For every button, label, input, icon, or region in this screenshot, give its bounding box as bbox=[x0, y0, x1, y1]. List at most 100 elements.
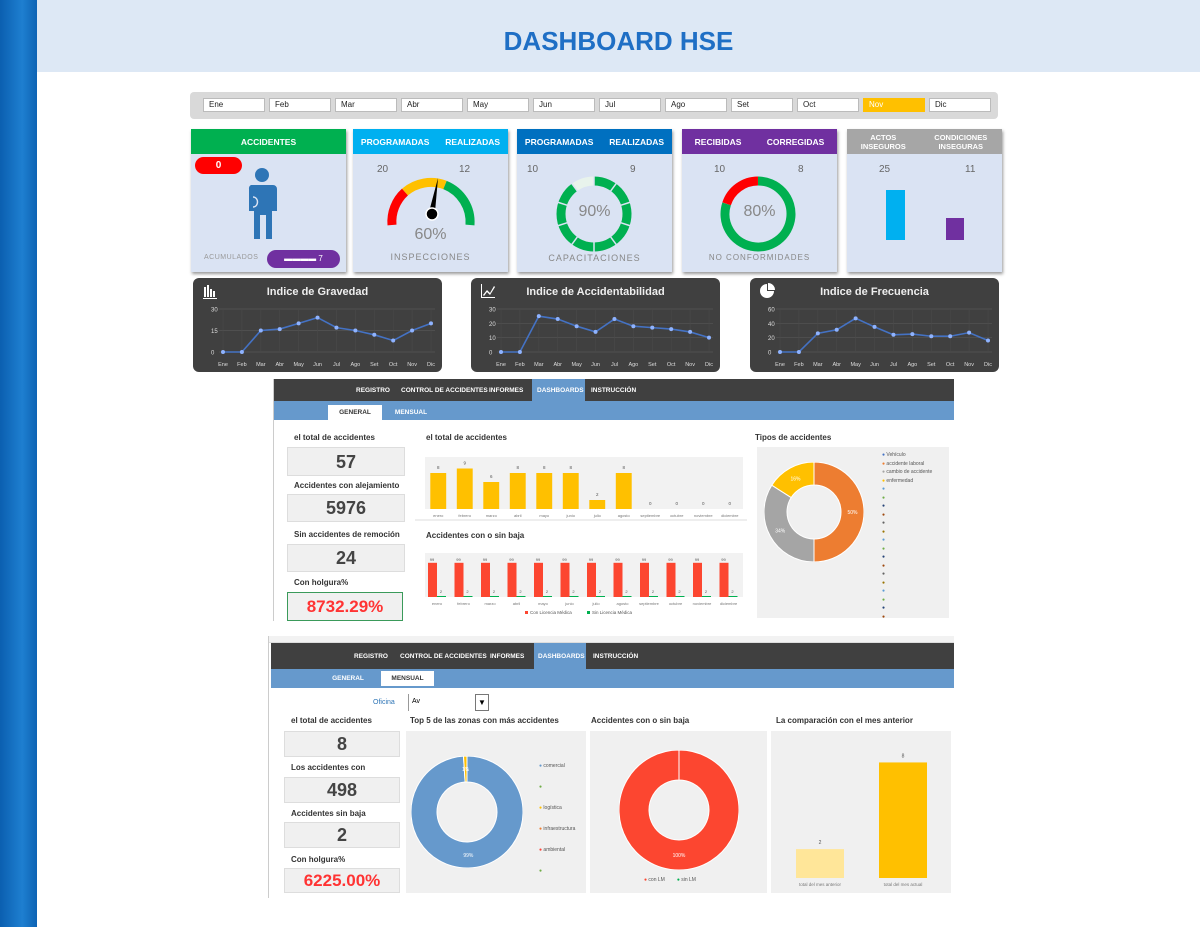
dropdown-arrow-icon[interactable]: ▼ bbox=[475, 694, 489, 711]
x-tick-label: Jun bbox=[313, 362, 322, 368]
nav-dashboards[interactable]: DASHBOARDS bbox=[537, 387, 584, 394]
subtab-general[interactable]: GENERAL bbox=[332, 675, 364, 682]
subtab-mensual[interactable]: MENSUAL bbox=[394, 409, 428, 416]
nav-instruccion[interactable]: INSTRUCCIÓN bbox=[593, 653, 639, 660]
month-button-dic[interactable]: Dic bbox=[929, 98, 991, 112]
x-tick-label: Mar bbox=[256, 362, 266, 368]
nav-registro[interactable]: REGISTRO bbox=[354, 653, 388, 660]
x-tick-label: May bbox=[850, 362, 861, 368]
nav-control-accidentes[interactable]: CONTROL DE ACCIDENTES bbox=[401, 387, 488, 394]
x-tick-label: Jun bbox=[591, 362, 600, 368]
x-tick-label: Jun bbox=[870, 362, 879, 368]
legend-con-sin-baja: ● con LM ● sin LM bbox=[644, 877, 708, 883]
data-label: 8 bbox=[543, 465, 546, 470]
nav-informes[interactable]: INFORMES bbox=[490, 653, 525, 660]
data-point bbox=[315, 315, 320, 320]
data-point bbox=[650, 325, 655, 330]
month-button-nov[interactable]: Nov bbox=[863, 98, 925, 112]
kpi-holgura: 6225.00% bbox=[284, 868, 400, 893]
month-button-oct[interactable]: Oct bbox=[797, 98, 859, 112]
x-tick-label: Mar bbox=[534, 362, 544, 368]
data-point bbox=[891, 332, 896, 337]
month-button-jul[interactable]: Jul bbox=[599, 98, 661, 112]
data-label: 99 bbox=[536, 557, 541, 562]
month-button-set[interactable]: Set bbox=[731, 98, 793, 112]
data-label: 2 bbox=[519, 589, 522, 594]
nav-dashboards[interactable]: DASHBOARDS bbox=[538, 653, 585, 660]
oficina-select[interactable]: Av ▼ bbox=[408, 694, 489, 711]
kpi-sin-baja: 2 bbox=[284, 822, 400, 848]
x-tick-label: total del mes actual bbox=[884, 882, 923, 887]
bar-sin-licencia bbox=[569, 596, 579, 597]
donut-tipos-accidentes: 50% 34% 16% bbox=[764, 462, 864, 562]
data-label: 1% bbox=[462, 767, 470, 773]
data-label: 6 bbox=[490, 474, 493, 479]
chart-title: Indice de Gravedad bbox=[266, 286, 369, 298]
legend-item-empty: ● bbox=[882, 562, 886, 569]
series-line bbox=[501, 315, 710, 353]
x-tick-label: abril bbox=[514, 513, 522, 518]
data-label: 2 bbox=[572, 589, 575, 594]
x-tick-label: Jul bbox=[890, 362, 897, 368]
subtab-general[interactable]: GENERAL bbox=[328, 405, 382, 420]
nav-control-accidentes[interactable]: CONTROL DE ACCIDENTES bbox=[400, 653, 487, 660]
data-label: 99% bbox=[463, 853, 474, 859]
legend-tipos-accidentes: ● Vehículo ● accidente laboral ● cambio de… bbox=[882, 451, 932, 621]
month-button-feb[interactable]: Feb bbox=[269, 98, 331, 112]
line-chart-gravedad: Indice de Gravedad 0 15 30 Ene Feb Mar Abr May Ju… bbox=[193, 278, 442, 372]
card-actos-condiciones: ACTOS INSEGUROS CONDICIONES INSEGURAS 25 … bbox=[847, 129, 1002, 272]
capacitaciones-ring bbox=[556, 176, 632, 252]
month-button-ago[interactable]: Ago bbox=[665, 98, 727, 112]
y-tick-label: 20 bbox=[768, 336, 775, 342]
subtab-mensual[interactable]: MENSUAL bbox=[381, 671, 434, 686]
y-tick-label: 30 bbox=[211, 308, 218, 314]
data-label: 100% bbox=[673, 853, 686, 859]
bar-con-licencia bbox=[640, 562, 649, 597]
chart-title: Indice de Accidentabilidad bbox=[526, 286, 665, 298]
legend-item-empty: ● bbox=[882, 554, 886, 560]
x-tick-label: Jul bbox=[611, 362, 618, 368]
donut-slice bbox=[771, 462, 815, 499]
corregidas-label: CORREGIDAS bbox=[766, 136, 825, 147]
month-button-abr[interactable]: Abr bbox=[401, 98, 463, 112]
x-tick-label: septiembre bbox=[639, 601, 660, 606]
plot-area bbox=[425, 553, 743, 597]
y-tick-label: 40 bbox=[768, 322, 775, 328]
bar-con-licencia bbox=[534, 562, 543, 597]
data-point bbox=[815, 331, 820, 336]
month-button-jun[interactable]: Jun bbox=[533, 98, 595, 112]
inspecciones-gauge bbox=[387, 177, 475, 226]
x-tick-label: Abr bbox=[553, 362, 562, 368]
legend-swatch: ● bbox=[882, 460, 887, 467]
ring-remaining-arc bbox=[722, 176, 759, 206]
ring-segment-divider bbox=[557, 201, 568, 207]
bar-con-licencia bbox=[481, 562, 490, 597]
data-point bbox=[612, 317, 617, 322]
bar-con-licencia bbox=[428, 562, 437, 597]
data-label: 99 bbox=[483, 557, 488, 562]
nav-informes[interactable]: INFORMES bbox=[489, 387, 524, 394]
plot-area bbox=[425, 457, 743, 509]
nav-registro[interactable]: REGISTRO bbox=[356, 387, 390, 394]
legend-swatch: ● bbox=[676, 877, 682, 883]
bar-chart-total-accidentes: 8 enero 9 febrero 6 marzo 8 abril 8 mayo 8 junio 2 ju… bbox=[415, 447, 747, 521]
data-label: 0 bbox=[728, 501, 731, 506]
y-tick-label: 30 bbox=[489, 308, 496, 314]
x-tick-label: octubre bbox=[669, 601, 683, 606]
column-header-strip bbox=[269, 636, 954, 643]
legend-swatch: ● bbox=[539, 847, 544, 853]
month-button-ene[interactable]: Ene bbox=[203, 98, 265, 112]
x-tick-label: julio bbox=[593, 513, 602, 518]
legend-label: infraestructura bbox=[543, 826, 576, 832]
legend-item-empty: ● bbox=[882, 520, 886, 526]
y-tick-label: 0 bbox=[211, 351, 215, 357]
bar bbox=[589, 500, 606, 509]
legend-item-empty: ● bbox=[882, 537, 886, 543]
donut-con-sin-baja: 100% bbox=[619, 750, 739, 870]
month-button-mar[interactable]: Mar bbox=[335, 98, 397, 112]
x-tick-label: mayo bbox=[539, 513, 550, 518]
programadas-label: PROGRAMADAS bbox=[360, 136, 430, 147]
month-button-may[interactable]: May bbox=[467, 98, 529, 112]
x-tick-label: abril bbox=[513, 601, 521, 606]
nav-instruccion[interactable]: INSTRUCCIÓN bbox=[591, 387, 637, 394]
